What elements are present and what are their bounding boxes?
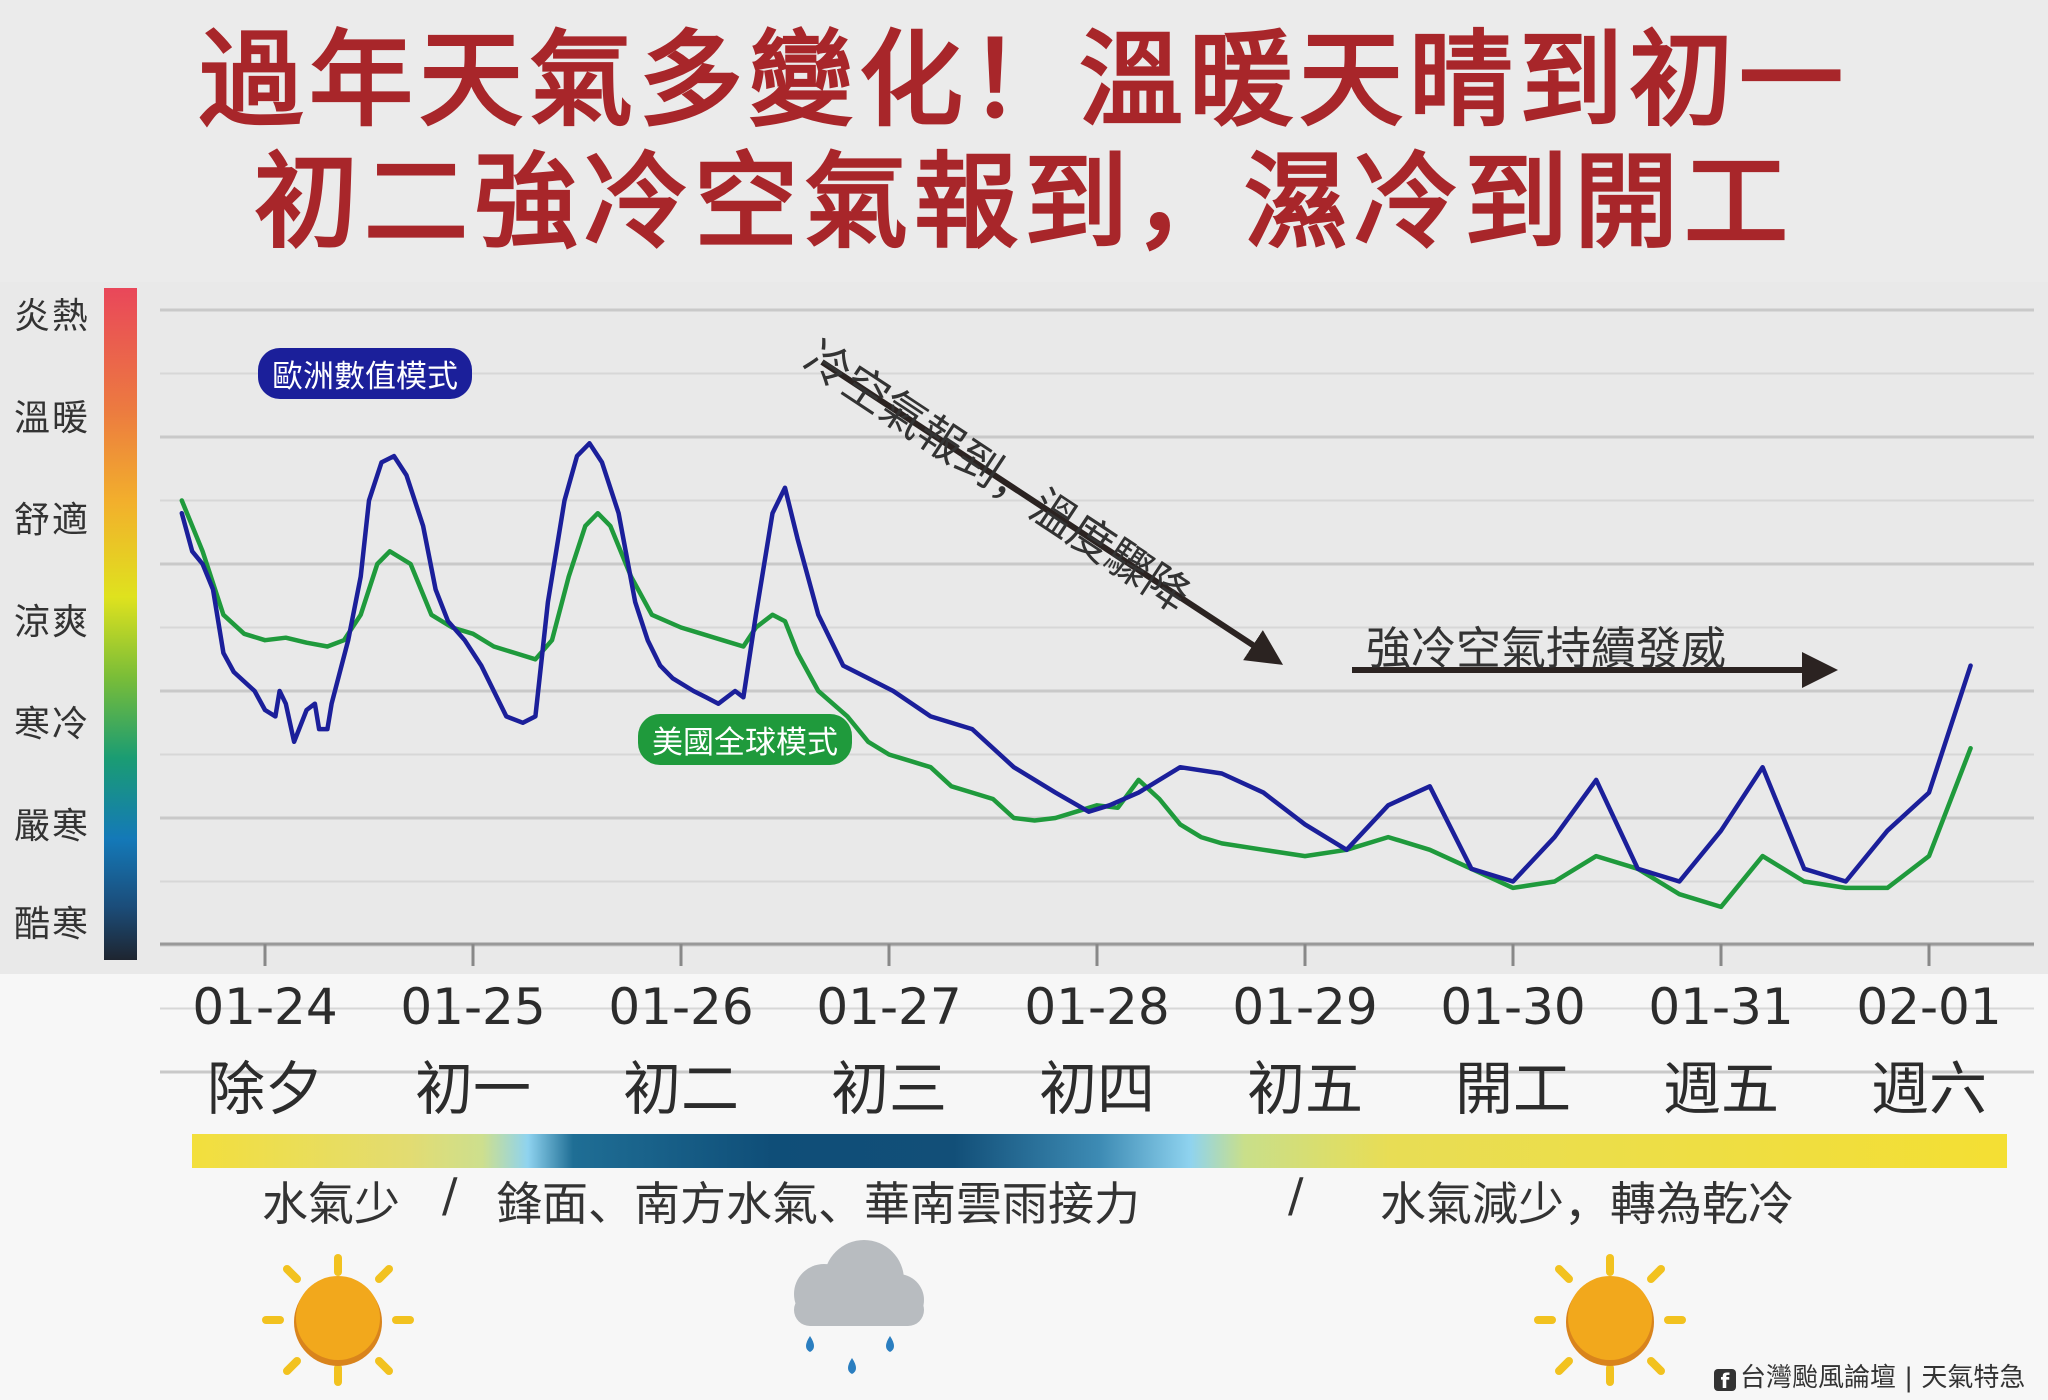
credit-page[interactable]: 天氣特急 [1921,1363,2026,1393]
scale-label: 溫暖 [14,398,91,439]
x-tick-day-label: 初四 [1038,1055,1155,1123]
moisture-text-middle: 鋒面、南方水氣、華南雲雨接力 [496,1177,1140,1231]
credit-source[interactable]: 台灣颱風論壇 [1740,1363,1897,1393]
x-tick-day-label: 初一 [414,1055,531,1123]
x-tick-day-label: 週五 [1662,1055,1779,1123]
x-tick-date-label: 01-31 [1648,978,1794,1036]
x-tick-day-label: 週六 [1870,1055,1987,1123]
x-tick-date-label: 02-01 [1856,978,2002,1036]
x-tick-date-label: 01-30 [1440,978,1586,1036]
x-tick-date-label: 01-29 [1232,978,1378,1036]
scale-label: 寒冷 [14,704,91,745]
x-tick-day-label: 初三 [830,1055,947,1123]
moisture-gradient-bar [192,1134,2007,1168]
cold-arrival-arrow [820,359,1284,665]
scale-label: 涼爽 [14,602,91,643]
title-header: 過年天氣多變化！溫暖天晴到初一 初二強冷空氣報到，濕冷到開工 [0,0,2048,282]
scale-label: 酷寒 [14,904,91,945]
moisture-text-left: 水氣少 [262,1177,400,1231]
title-line-2: 初二強冷空氣報到，濕冷到開工 [253,141,1794,263]
source-credit: f 台灣颱風論壇 | 天氣特急 [1714,1357,2025,1394]
moisture-separator: / [442,1168,458,1222]
x-tick-day-label: 開工 [1454,1055,1571,1123]
gfs-legend-badge: 美國全球模式 [638,714,852,765]
title-line-1: 過年天氣多變化！溫暖天晴到初一 [198,19,1849,141]
x-tick-date-label: 01-24 [192,978,338,1036]
temperature-color-bar [104,288,137,960]
rain-cloud-icon [794,1240,924,1374]
x-tick-date-label: 01-27 [816,978,962,1036]
moisture-separator: / [1288,1168,1304,1222]
ecmwf-legend-badge: 歐洲數值模式 [258,348,472,399]
x-tick-date-label: 01-25 [400,978,546,1036]
moisture-text-right: 水氣減少，轉為乾冷 [1380,1177,1794,1231]
x-tick-date-label: 01-28 [1024,978,1170,1036]
sun-icon [1534,1254,1686,1386]
facebook-icon[interactable]: f [1714,1369,1736,1393]
x-tick-day-label: 初二 [622,1055,739,1123]
x-tick-day-label: 初五 [1246,1055,1363,1123]
scale-label: 舒適 [14,500,91,541]
cold-persist-annotation: 強冷空氣持續發威 [1366,622,1727,675]
annotation-arrows [820,359,1838,688]
scale-label: 嚴寒 [14,806,91,847]
series-line [179,441,1973,884]
x-tick-date-label: 01-26 [608,978,754,1036]
credit-divider: | [1904,1363,1914,1393]
sun-icon [262,1254,414,1386]
x-tick-day-label: 除夕 [206,1055,323,1123]
scale-label: 炎熱 [14,296,91,337]
chart-series [179,441,1973,910]
x-axis [160,942,2034,966]
